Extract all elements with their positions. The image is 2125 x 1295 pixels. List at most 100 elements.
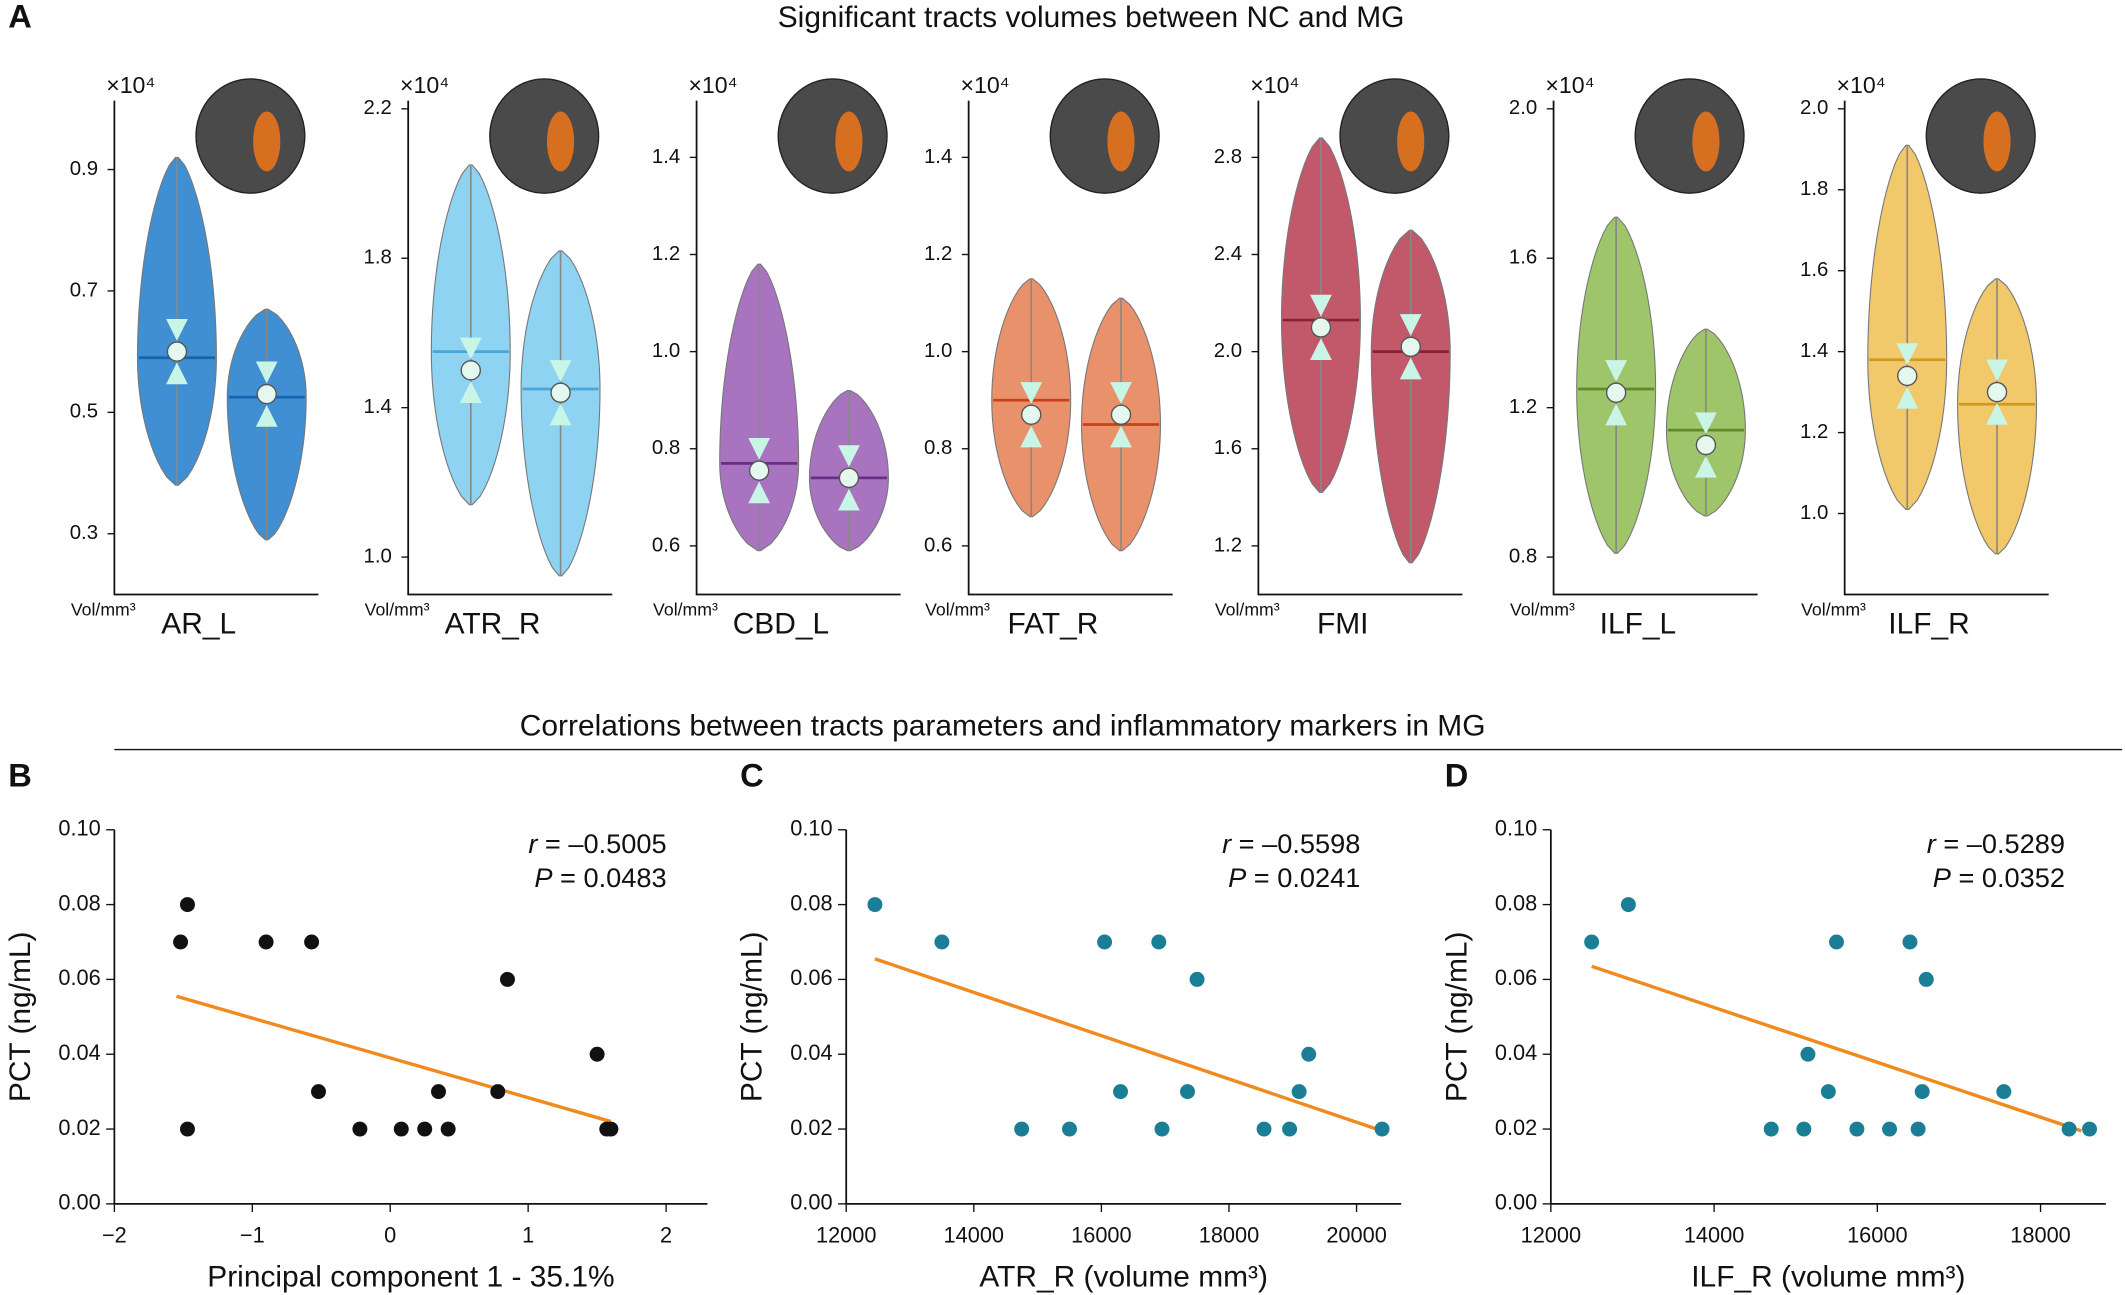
y-axis-unit: Vol/mm³ <box>1215 599 1280 619</box>
y-tick-label: 1.6 <box>1509 247 1537 269</box>
mean-marker-upper <box>1110 382 1132 404</box>
stat-symbol: r <box>1222 828 1232 859</box>
mean-marker-upper <box>255 361 278 384</box>
data-point <box>179 1121 195 1137</box>
mean-point <box>550 382 571 403</box>
x-tick-label: 16000 <box>1847 1222 1907 1247</box>
stat-annotation: r = –0.5598 <box>1222 828 1360 859</box>
tract-label: CBD_L <box>733 608 829 641</box>
data-point <box>1910 1121 1926 1137</box>
y-tick-label: 0.3 <box>70 522 98 544</box>
axis <box>113 100 319 596</box>
brain-image-highlight <box>1397 111 1425 172</box>
x-tick-label: −2 <box>102 1222 127 1247</box>
mean-marker-lower <box>459 381 482 403</box>
data-point <box>934 934 950 950</box>
x-tick-label: 12000 <box>816 1222 876 1247</box>
stat-symbol: P <box>1228 862 1246 893</box>
y-axis-unit: Vol/mm³ <box>365 599 430 619</box>
mean-marker-lower <box>166 362 188 385</box>
y-tick-label: 1.8 <box>364 247 392 269</box>
data-point <box>1829 934 1844 950</box>
y-axis-label: PCT (ng/mL) <box>736 932 769 1103</box>
brain-image <box>489 78 600 194</box>
x-tick-label: 18000 <box>2010 1222 2070 1247</box>
mean-point <box>1021 404 1042 425</box>
y-tick-label: 0.5 <box>70 401 98 423</box>
data-point <box>1189 971 1205 987</box>
data-point <box>258 934 274 950</box>
axis <box>967 100 1173 596</box>
y-tick-label: 0.10 <box>790 816 832 841</box>
y-tick-label: 0.04 <box>1495 1040 1537 1065</box>
stat-annotation: P = 0.0352 <box>1933 862 2065 893</box>
data-point <box>1882 1121 1898 1137</box>
brain-image <box>1634 78 1745 194</box>
data-point <box>1256 1121 1272 1137</box>
mean-point <box>1110 404 1132 425</box>
section-title: Correlations between tracts parameters a… <box>520 710 1486 743</box>
stat-annotation: r = –0.5005 <box>528 828 666 859</box>
mean-marker-upper <box>166 318 188 341</box>
y-tick-label: 2.8 <box>1214 146 1242 168</box>
data-point <box>1151 934 1167 950</box>
brain-image <box>777 78 888 194</box>
mean-point <box>1986 381 2008 403</box>
data-point <box>431 1084 446 1100</box>
y-axis-unit: Vol/mm³ <box>925 599 990 619</box>
y-tick-label: 0.02 <box>58 1115 100 1140</box>
mean-marker-upper <box>1896 343 1919 366</box>
y-tick-label: 1.6 <box>1214 437 1242 459</box>
data-point <box>1849 1121 1865 1137</box>
y-tick-label: 0.04 <box>58 1040 100 1065</box>
y-tick-label: 0.6 <box>924 534 952 556</box>
multiplier: ×10⁴ <box>106 72 155 98</box>
fit-line <box>874 957 1383 1133</box>
brain-image-highlight <box>546 111 575 172</box>
data-point <box>1291 1084 1307 1100</box>
x-tick-label: 1 <box>522 1222 534 1247</box>
tract-label: ATR_R <box>445 608 541 641</box>
mean-marker-lower <box>255 405 278 427</box>
y-tick-label: 1.2 <box>924 243 952 265</box>
multiplier: ×10⁴ <box>688 72 737 98</box>
axis <box>407 100 613 596</box>
mean-marker-lower <box>748 481 771 504</box>
y-tick-label: 0.10 <box>1495 816 1537 841</box>
data-point <box>1301 1046 1317 1062</box>
stat-value: = 0.0483 <box>553 862 667 893</box>
data-point <box>1914 1084 1930 1100</box>
data-point <box>2082 1121 2098 1137</box>
mean-point <box>256 383 277 405</box>
data-point <box>1763 1121 1779 1137</box>
mean-marker-lower <box>1310 338 1332 361</box>
y-tick-label: 1.0 <box>652 340 680 362</box>
stat-value: = –0.5005 <box>537 828 666 859</box>
data-point <box>1180 1084 1195 1100</box>
y-axis-unit: Vol/mm³ <box>653 599 718 619</box>
mean-marker-lower <box>1110 425 1132 448</box>
data-point <box>1918 971 1934 987</box>
y-tick-label: 0.06 <box>1495 965 1537 990</box>
stat-symbol: P <box>534 862 552 893</box>
brain-image <box>1049 78 1160 194</box>
x-tick-label: 2 <box>660 1222 672 1247</box>
stat-value: = 0.0352 <box>1951 862 2065 893</box>
mean-point <box>460 360 481 381</box>
mean-point <box>1897 365 1918 387</box>
y-tick-label: 2.0 <box>1800 97 1828 119</box>
axis <box>1257 100 1463 596</box>
data-point <box>1097 934 1113 950</box>
y-tick-label: 0.8 <box>652 437 680 459</box>
stat-symbol: r <box>528 828 538 859</box>
brain-image <box>1925 78 2036 194</box>
mean-marker-upper <box>748 437 771 460</box>
axis <box>1552 100 1758 596</box>
mean-point <box>1695 434 1717 456</box>
brain-image-highlight <box>253 111 281 172</box>
mean-marker-upper <box>549 360 572 382</box>
data-point <box>1820 1084 1836 1100</box>
mean-marker-lower <box>1399 357 1422 380</box>
fit-line <box>1591 964 2082 1133</box>
data-point <box>1796 1121 1812 1137</box>
